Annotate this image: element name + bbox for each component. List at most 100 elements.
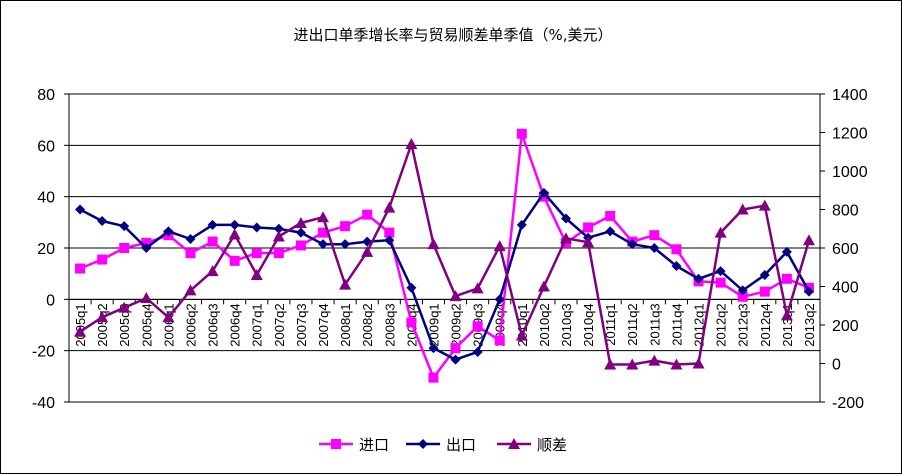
data-point: [428, 372, 439, 383]
data-point: [515, 329, 528, 341]
data-point: [119, 221, 130, 232]
y-axis-right: 1400 1200 1000 800 600 400 200 0 -200: [819, 87, 868, 412]
legend-item: 进口: [319, 436, 389, 454]
data-point: [339, 278, 352, 290]
data-point: [736, 203, 749, 215]
data-point: [361, 245, 374, 257]
x-tick-label: 2013q2: [802, 303, 817, 346]
data-point: [207, 236, 218, 247]
x-tick-label: 2011q2: [625, 303, 640, 345]
data-point: [649, 243, 660, 253]
x-tick-label: 2011q3: [647, 303, 662, 345]
data-point: [560, 213, 571, 224]
y-tick-label-left: 60: [37, 138, 55, 155]
legend-label: 顺差: [537, 436, 567, 454]
data-point: [538, 187, 549, 198]
data-point: [273, 248, 284, 259]
data-point: [384, 235, 395, 246]
x-tick-label: 2010q3: [559, 303, 574, 346]
data-point: [185, 234, 196, 245]
data-point: [671, 260, 682, 271]
y-tick-label-right: 1000: [832, 164, 868, 181]
data-point: [508, 438, 520, 449]
data-point: [229, 255, 240, 266]
data-point: [715, 266, 726, 277]
data-point: [472, 346, 483, 357]
data-point: [251, 248, 262, 259]
y-tick-label-right: 600: [832, 241, 859, 258]
y-tick-label-right: -200: [832, 395, 864, 412]
x-tick-label: 2006q2: [183, 303, 198, 346]
legend-item: 出口: [406, 436, 476, 454]
data-point: [627, 239, 638, 250]
data-point: [272, 230, 285, 242]
data-point: [229, 219, 240, 230]
x-tick-label: 2008q1: [338, 303, 353, 346]
data-point: [803, 286, 814, 297]
data-point: [141, 237, 152, 248]
data-point: [583, 222, 594, 233]
data-point: [340, 239, 351, 250]
data-point: [802, 234, 815, 246]
data-point: [118, 301, 131, 313]
data-point: [692, 357, 705, 369]
data-point: [405, 138, 418, 150]
grid-lines: [69, 144, 820, 352]
data-point: [406, 282, 417, 293]
data-point: [472, 321, 483, 332]
x-tick-label: 2007q4: [316, 303, 331, 346]
x-tick-label: 2010q4: [581, 303, 596, 346]
x-tick-label: 2010q2: [537, 303, 552, 346]
data-point: [340, 221, 351, 232]
x-tick-label: 2008q2: [360, 303, 375, 346]
data-point: [471, 282, 484, 294]
y-tick-label-left: -40: [32, 395, 55, 412]
y-tick-label-left: 20: [37, 241, 55, 258]
data-point: [516, 128, 527, 139]
data-point: [184, 284, 197, 296]
data-point: [649, 230, 660, 241]
y-tick-label-right: 1400: [832, 87, 868, 104]
x-tick-label: 2006q4: [228, 303, 243, 346]
x-tick-label: 2005q1: [73, 303, 88, 346]
data-point: [207, 219, 218, 230]
series-line: [79, 132, 810, 379]
data-point: [693, 273, 704, 284]
series-layer: [74, 128, 815, 383]
data-point: [383, 201, 396, 213]
x-tick-label: 2007q3: [294, 303, 309, 346]
data-point: [626, 358, 639, 370]
data-point: [228, 228, 241, 240]
data-point: [185, 248, 196, 259]
data-point: [605, 210, 616, 221]
series-出口: [75, 187, 814, 365]
x-tick-label: 2012q2: [714, 303, 729, 346]
data-point: [74, 325, 87, 337]
data-point: [427, 238, 440, 250]
y-tick-label-right: 200: [832, 318, 859, 335]
data-point: [206, 265, 219, 277]
x-tick-label: 2011q1: [603, 303, 618, 345]
y-tick-label-right: 800: [832, 203, 859, 220]
data-point: [715, 277, 726, 288]
data-point: [97, 254, 108, 265]
data-point: [162, 311, 175, 323]
data-point: [96, 311, 109, 323]
x-tick-label: 2009q1: [426, 303, 441, 346]
data-point: [250, 268, 263, 280]
data-point: [671, 244, 682, 255]
data-point: [604, 358, 617, 370]
x-tick-label: 2012q4: [758, 303, 773, 346]
data-point: [605, 226, 616, 237]
legend-item: 顺差: [497, 436, 567, 454]
data-point: [362, 209, 373, 220]
data-point: [251, 222, 262, 233]
y-axis-left: 80 60 40 20 0 -20 -40: [32, 87, 69, 412]
data-point: [450, 343, 461, 354]
series-line: [79, 191, 811, 361]
data-point: [406, 317, 417, 328]
data-point: [494, 294, 505, 305]
y-tick-label-left: 40: [37, 190, 55, 207]
